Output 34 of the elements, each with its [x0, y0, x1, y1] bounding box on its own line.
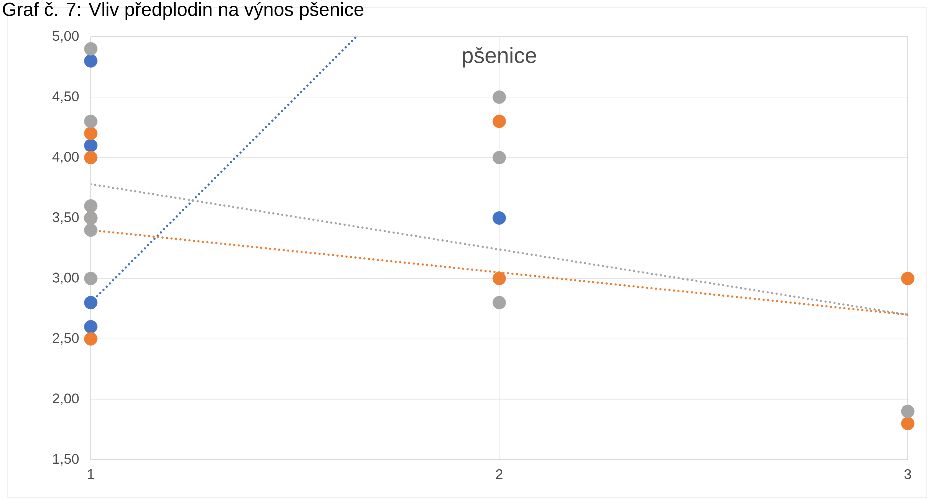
- chart-title: pšenice: [463, 47, 536, 68]
- y-tick-label: 2,00: [53, 394, 79, 406]
- y-tick-label: 2,50: [53, 333, 79, 345]
- point: [84, 199, 98, 213]
- x-tick-label: 3: [904, 469, 912, 480]
- point: [84, 320, 98, 334]
- point: [84, 272, 98, 286]
- y-tick-label: 4,50: [52, 92, 79, 104]
- point: [492, 212, 506, 225]
- point: [492, 296, 506, 310]
- point: [84, 126, 98, 140]
- point: [492, 90, 506, 104]
- point: [84, 224, 98, 238]
- point: [492, 272, 506, 286]
- point: [492, 114, 506, 128]
- point: [901, 417, 915, 430]
- point: [901, 272, 915, 286]
- point: [84, 139, 98, 152]
- point: [84, 296, 98, 310]
- point: [492, 151, 506, 165]
- point: [901, 404, 915, 418]
- y-tick-label: 3,50: [52, 212, 79, 224]
- y-tick-label: 3,00: [52, 272, 79, 284]
- point: [84, 151, 98, 165]
- point: [84, 54, 98, 68]
- x-tick-label: 1: [88, 470, 94, 480]
- y-tick-label: 1,50: [53, 454, 79, 466]
- chart-subtitle: Graf č. 7: Vliv předplodin na výnos pšenice: [3, 2, 364, 20]
- y-tick-label: 5,00: [52, 31, 79, 43]
- y-tick-label: 4,00: [52, 152, 79, 164]
- point: [84, 114, 98, 128]
- point: [84, 42, 98, 56]
- x-tick-label: 2: [496, 469, 503, 480]
- point: [84, 332, 98, 346]
